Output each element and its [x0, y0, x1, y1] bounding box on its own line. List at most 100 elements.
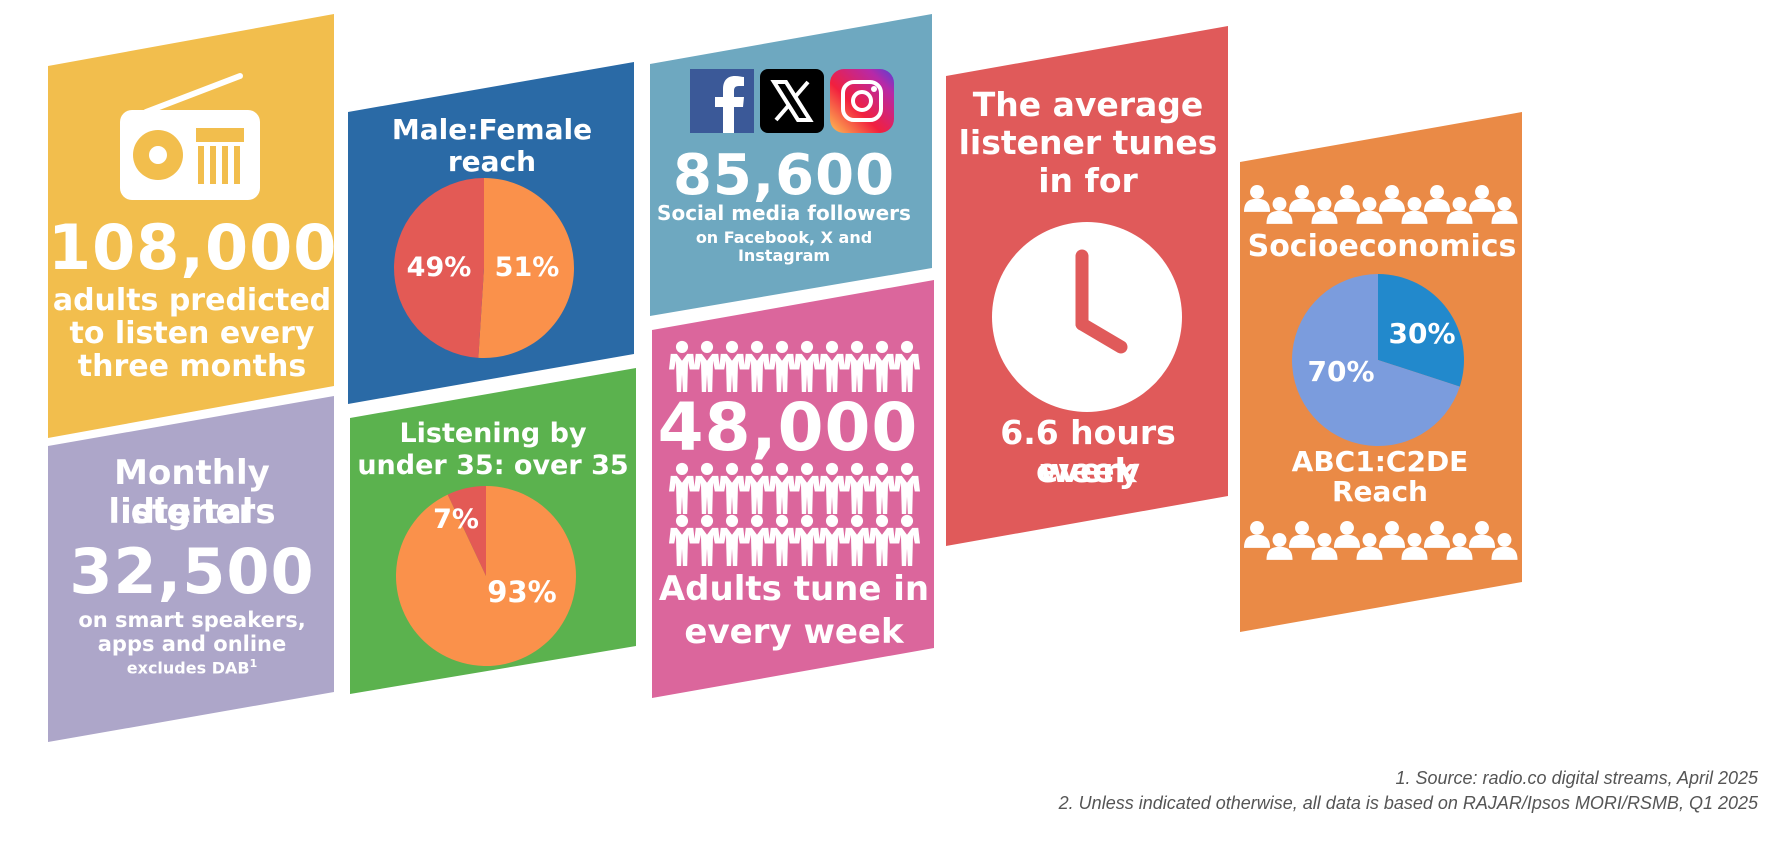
person-icon [1244, 185, 1270, 212]
people-icon-row [668, 514, 920, 568]
people-icon [1244, 185, 1518, 224]
person-icon [744, 514, 770, 566]
person-icon [1469, 521, 1495, 548]
digital-note: excludes DAB1 [48, 657, 336, 678]
person-icon [819, 514, 845, 566]
people-icon [669, 340, 920, 392]
hours-title1: The average [972, 85, 1204, 124]
social-panel: 85,600 Social media followers on Faceboo… [650, 14, 934, 319]
clock-icon [992, 222, 1182, 412]
person-icon [1491, 533, 1518, 560]
digital-note-ref: 1 [249, 657, 258, 670]
gender-slice-0 [478, 178, 575, 358]
person-icon [1356, 197, 1383, 224]
socio-panel: Socioeconomics 30% 70% ABC1:C2DE Reach [1240, 112, 1524, 634]
socio-slice-0 [1378, 274, 1464, 387]
person-icon [819, 462, 845, 514]
people-icon-row [668, 462, 920, 516]
socio-small-label: 30% [1388, 317, 1456, 350]
person-icon [1424, 185, 1450, 212]
socio-pie-chart [1292, 274, 1464, 446]
digital-panel-bg [48, 396, 334, 742]
digital-number: 32,500 [69, 535, 315, 608]
person-icon [1424, 521, 1450, 548]
hours-title2: listener tunes [958, 123, 1218, 162]
footnotes: 1. Source: radio.co digital streams, Apr… [1059, 766, 1758, 815]
people-icon [669, 462, 920, 514]
digital-title2: listeners [108, 492, 276, 532]
person-icon [1311, 197, 1338, 224]
social-line1: Social media followers [657, 201, 911, 225]
radio-icon [120, 73, 260, 200]
weekly-panel: 48,000 Adults tune in every week [652, 280, 936, 700]
social-line2: on Facebook, X and [695, 228, 873, 247]
hours-panel: The average listener tunes in for 6.6 ho… [946, 26, 1230, 548]
people-icon [669, 514, 920, 566]
person-icon [1266, 197, 1293, 224]
digital-line1: on smart speakers, [78, 608, 306, 632]
person-icon [844, 514, 870, 566]
people-icon-row [1244, 184, 1520, 224]
instagram-icon[interactable] [830, 69, 894, 133]
socio-footer1: ABC1:C2DE [1291, 445, 1469, 478]
gender-title2: reach [447, 145, 537, 178]
person-icon [719, 514, 745, 566]
person-icon [1401, 197, 1428, 224]
person-icon [1401, 533, 1428, 560]
person-icon [669, 514, 695, 566]
age-panel: Listening by under 35: over 35 7% 93% [348, 368, 638, 698]
person-icon [1266, 533, 1293, 560]
weekly-line2: every week [684, 612, 904, 652]
gender-title1: Male:Female [391, 113, 593, 146]
person-icon [744, 340, 770, 392]
reach-number: 108,000 [48, 211, 338, 284]
hours-line2: week [1039, 451, 1137, 490]
person-icon [894, 340, 920, 392]
weekly-number: 48,000 [657, 389, 919, 466]
weekly-line1: Adults tune in [658, 569, 930, 609]
person-icon [694, 514, 720, 566]
person-icon [894, 462, 920, 514]
person-icon [694, 462, 720, 514]
person-icon [694, 340, 720, 392]
x-icon[interactable] [760, 69, 824, 133]
social-line3: Instagram [737, 246, 831, 265]
age-pie-chart [396, 486, 576, 666]
person-icon [1334, 185, 1360, 212]
person-icon [794, 462, 820, 514]
person-icon [844, 462, 870, 514]
socio-title: Socioeconomics [1247, 229, 1517, 264]
age-small-label: 7% [433, 504, 479, 535]
person-icon [769, 462, 795, 514]
person-icon [1244, 521, 1270, 548]
digital-note-text: excludes DAB [126, 658, 250, 678]
person-icon [869, 340, 895, 392]
facebook-icon[interactable] [690, 69, 754, 133]
person-icon [719, 340, 745, 392]
person-icon [1379, 521, 1405, 548]
person-icon [1491, 197, 1518, 224]
people-icon-row [668, 340, 920, 394]
person-icon [844, 340, 870, 392]
person-icon [794, 340, 820, 392]
hours-title3: in for [1038, 161, 1138, 200]
footnote-1: 1. Source: radio.co digital streams, Apr… [1395, 768, 1758, 789]
age-title2: under 35: over 35 [357, 450, 629, 481]
person-icon [894, 514, 920, 566]
person-icon [719, 462, 745, 514]
gender-pie-chart [394, 178, 575, 358]
age-slice-1 [447, 486, 486, 576]
person-icon [1289, 185, 1315, 212]
gender-female-label: 49% [406, 252, 472, 283]
person-icon [1311, 533, 1338, 560]
footnote-2: 2. Unless indicated otherwise, all data … [1058, 792, 1758, 813]
person-icon [769, 514, 795, 566]
people-icon [1244, 521, 1518, 560]
person-icon [1379, 185, 1405, 212]
person-icon [1446, 197, 1473, 224]
person-icon [669, 340, 695, 392]
person-icon [869, 514, 895, 566]
age-title1: Listening by [399, 418, 587, 449]
person-icon [744, 462, 770, 514]
person-icon [1446, 533, 1473, 560]
